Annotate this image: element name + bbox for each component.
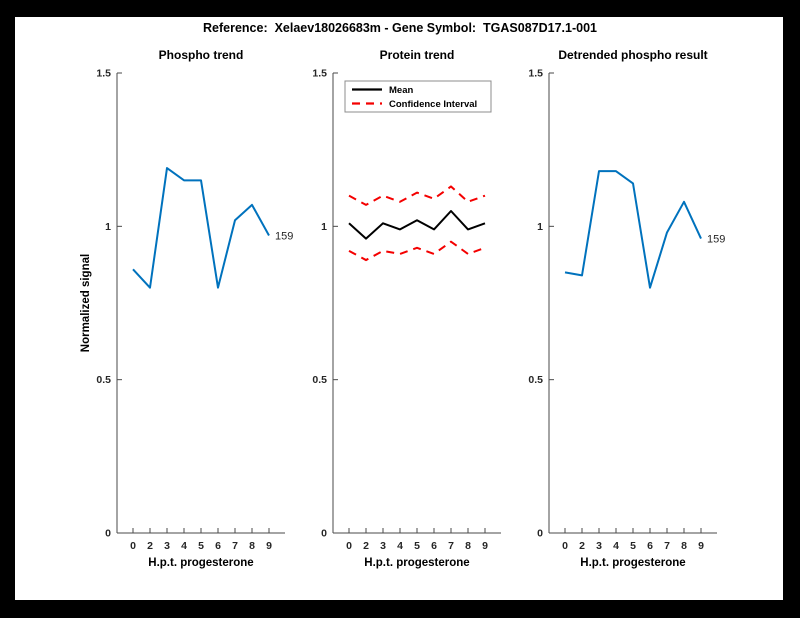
phospho-trend-x-tick-label: 8 <box>249 540 255 552</box>
phospho-trend-x-tick-label: 5 <box>198 540 204 552</box>
protein-trend-y-tick-label: 1 <box>321 221 327 233</box>
detrended-phospho-result-x-tick-label: 0 <box>562 540 568 552</box>
protein-trend-legend-box <box>344 80 492 113</box>
detrended-phospho-result-end-annotation: 159 <box>707 234 725 246</box>
phospho-trend-end-annotation: 159 <box>275 231 293 243</box>
phospho-trend-x-tick-label: 0 <box>130 540 136 552</box>
detrended-phospho-result-x-tick-label: 6 <box>647 540 653 552</box>
protein-trend-x-tick-label: 0 <box>346 540 352 552</box>
protein-trend-x-tick-label: 2 <box>363 540 369 552</box>
phospho-trend-x-label: H.p.t. progesterone <box>148 557 253 569</box>
phospho-trend-x-tick-label: 4 <box>181 540 187 552</box>
legend-confidence-interval-label: Confidence Interval <box>389 99 477 110</box>
phospho-trend-x-tick-label: 9 <box>266 540 272 552</box>
phospho-trend-x-tick-label: 2 <box>147 540 153 552</box>
protein-trend-y-tick-label: 0 <box>321 528 327 540</box>
detrended-phospho-result-x-tick-label: 3 <box>596 540 602 552</box>
legend-mean-label: Mean <box>389 85 413 96</box>
protein-trend-x-tick-label: 4 <box>397 540 403 552</box>
mean-line <box>348 210 486 240</box>
detrended-phospho-result-x-tick-label: 2 <box>579 540 585 552</box>
upper-confidence-line <box>348 185 486 206</box>
detrended-phospho-result-title: Detrended phospho result <box>558 48 707 62</box>
detrended-phospho-result-x-tick-label: 4 <box>613 540 619 552</box>
phospho-signal-line <box>132 167 270 289</box>
phospho-trend-y-label: Normalized signal <box>80 254 92 352</box>
protein-trend-x-tick-label: 7 <box>448 540 454 552</box>
protein-trend-x-tick-label: 9 <box>482 540 488 552</box>
detrended-phospho-result-x-tick-label: 7 <box>664 540 670 552</box>
detrended-phospho-result-x-tick-label: 8 <box>681 540 687 552</box>
protein-trend-x-label: H.p.t. progesterone <box>364 557 469 569</box>
phospho-trend-x-tick-label: 7 <box>232 540 238 552</box>
figure-title: Reference: Xelaev18026683m - Gene Symbol… <box>203 21 597 35</box>
phospho-trend-y-tick-label: 0 <box>105 528 111 540</box>
protein-trend-y-tick-label: 0.5 <box>312 374 327 386</box>
detrended-signal-line <box>564 170 702 289</box>
protein-trend-x-tick-label: 6 <box>431 540 437 552</box>
detrended-phospho-result-y-tick-label: 1.5 <box>528 68 543 80</box>
protein-trend-title: Protein trend <box>380 48 455 62</box>
detrended-phospho-result-x-tick-label: 9 <box>698 540 704 552</box>
detrended-phospho-result-y-tick-label: 0.5 <box>528 374 543 386</box>
detrended-phospho-result-y-tick-label: 1 <box>537 221 543 233</box>
phospho-trend-x-tick-label: 3 <box>164 540 170 552</box>
detrended-phospho-result-y-tick-label: 0 <box>537 528 543 540</box>
detrended-phospho-result-x-tick-label: 5 <box>630 540 636 552</box>
protein-trend-x-tick-label: 5 <box>414 540 420 552</box>
phospho-trend-y-tick-label: 0.5 <box>96 374 111 386</box>
phospho-trend-y-tick-label: 1.5 <box>96 68 111 80</box>
protein-trend-y-tick-label: 1.5 <box>312 68 327 80</box>
phospho-trend-y-tick-label: 1 <box>105 221 111 233</box>
detrended-phospho-result-x-label: H.p.t. progesterone <box>580 557 685 569</box>
protein-trend-x-tick-label: 8 <box>465 540 471 552</box>
phospho-trend-x-tick-label: 6 <box>215 540 221 552</box>
lower-confidence-line <box>348 240 486 262</box>
protein-trend-x-tick-label: 3 <box>380 540 386 552</box>
figure-canvas <box>15 17 783 600</box>
phospho-trend-title: Phospho trend <box>159 48 244 62</box>
